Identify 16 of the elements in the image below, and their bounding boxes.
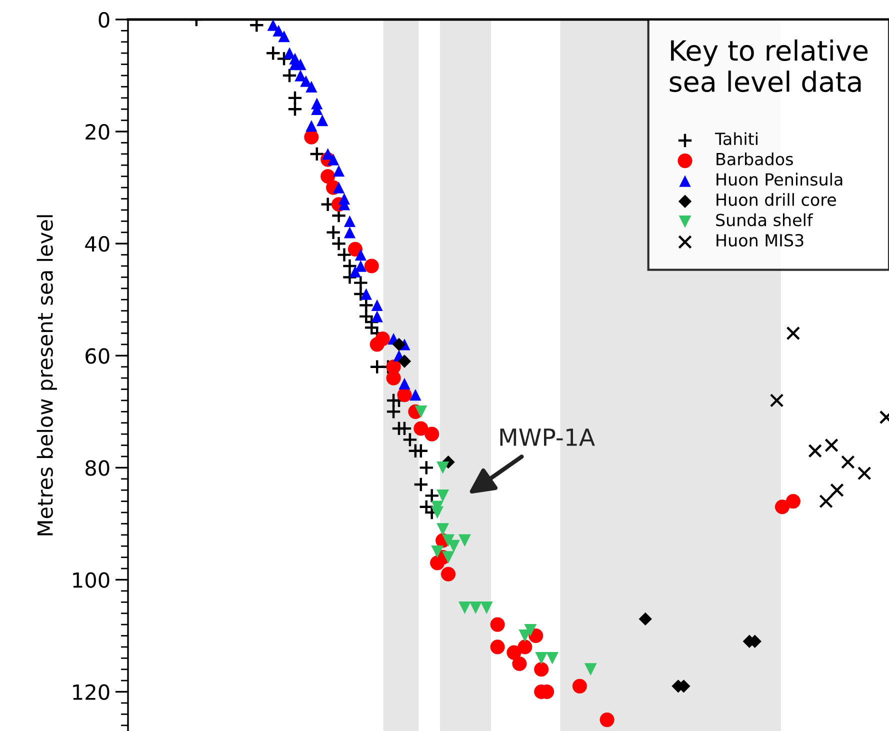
legend-label: Sunda shelf — [716, 213, 814, 226]
y-tick-label: 60 — [86, 348, 110, 364]
y-tick-label: 80 — [86, 460, 110, 476]
legend-title: Key to relative sea level data — [670, 40, 868, 92]
y-tick-label: 0 — [98, 12, 110, 28]
legend-label: Huon MIS3 — [716, 234, 804, 247]
y-tick-label: 100 — [73, 572, 110, 588]
y-tick-label: 40 — [85, 236, 110, 252]
y-tick-label: 120 — [73, 684, 110, 700]
annotation: MWP-1A — [500, 428, 595, 446]
y-axis-title: Metres below present sea level — [36, 215, 57, 536]
legend-label: Barbados — [716, 152, 793, 166]
legend-label: Huon drill core — [716, 193, 836, 206]
y-tick-label: 20 — [86, 124, 110, 140]
legend-label: Tahiti — [714, 132, 758, 146]
legend-label: Huon Peninsula — [716, 172, 842, 186]
